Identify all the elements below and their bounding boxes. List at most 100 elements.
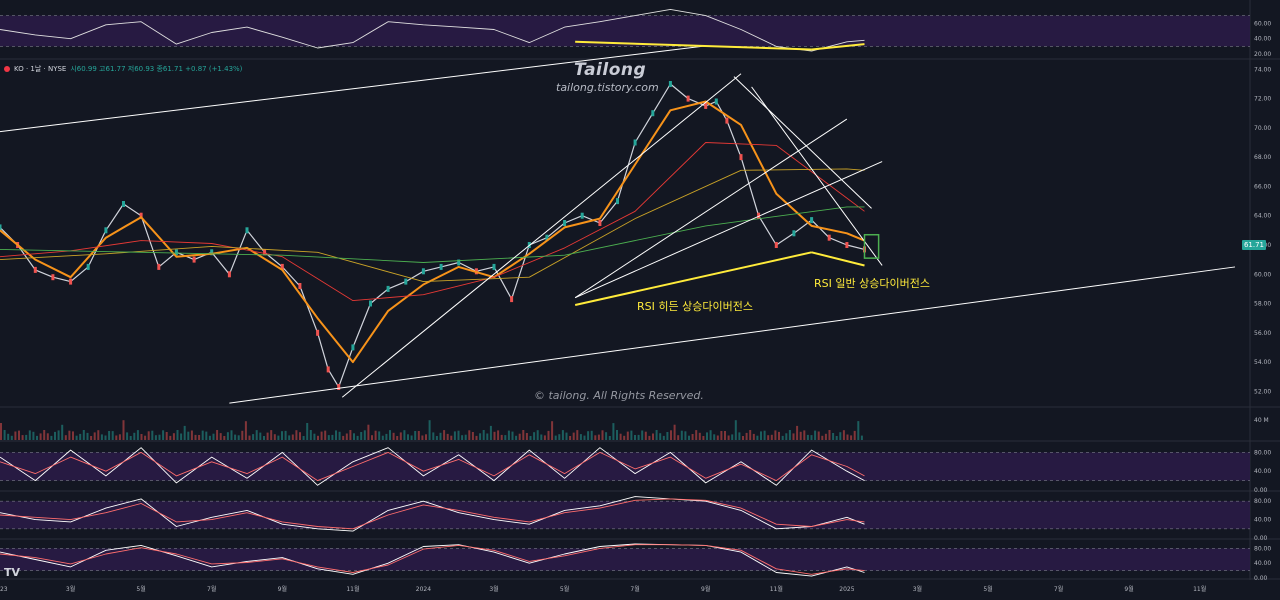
volume-bar [486,433,489,440]
volume-bar [443,430,446,440]
volume-bar [219,433,222,440]
volume-bar [713,434,716,440]
symbol-legend[interactable]: KO · 1날 · NYSE 시60.99 고61.77 저60.93 종61.… [4,64,242,74]
series-ma_long [0,206,865,263]
volume-bar [14,431,17,440]
volume-bar [335,430,337,440]
x-tick-label: 3월 [489,585,498,593]
volume-bar [244,421,247,440]
volume-bar [439,432,442,440]
volume-bar [821,435,824,440]
y-tick-label: 40.00 [1254,560,1271,567]
trendline [229,266,1236,404]
volume-bar [378,431,381,440]
y-tick-label: 80.00 [1254,449,1271,456]
volume-bar [208,435,211,440]
volume-bar [360,432,363,440]
volume-bar [695,430,698,440]
series-d [0,451,865,482]
volume-bar [111,431,114,440]
volume-bar [738,432,741,440]
volume-bar [291,434,294,440]
volume-bar [810,435,813,440]
y-tick-label: 40.00 [1254,468,1271,475]
y-tick-label: 40.00 [1254,36,1271,43]
volume-bar [144,435,147,440]
price-candle [280,263,284,270]
volume-bar [201,430,204,440]
volume-bar [371,435,373,440]
volume-bar [327,435,330,440]
volume-bar [673,424,676,440]
price-candle [563,220,567,226]
volume-bar [504,435,507,440]
volume-bar [644,431,647,440]
price-candle [739,154,743,161]
volume-bar [270,430,273,440]
volume-bar [97,430,100,440]
volume-bar [706,432,708,440]
volume-bar [648,435,651,440]
volume-bar [399,432,402,440]
volume-bar [425,434,427,440]
volume-bar [511,431,514,440]
price-candle [774,242,778,248]
x-tick-label: 11월 [346,585,359,593]
volume-bar [623,435,626,440]
x-tick-label: 3월 [913,585,922,593]
price-candle [492,263,496,270]
volume-bar [803,430,806,440]
divergence-line [811,43,865,51]
volume-bar [778,431,780,440]
volume-bar [471,432,474,440]
volume-bar [551,421,554,440]
volume-bar [716,435,719,440]
volume-bar [792,433,795,440]
volume-bar [363,430,366,440]
x-tick-label: 2023 [0,586,8,593]
volume-bar [785,433,788,440]
volume-bar [554,435,557,440]
volume-bar [475,435,478,440]
x-tick-label: 11월 [770,585,783,593]
volume-bar [824,433,827,440]
oscillator-band [0,548,1250,571]
volume-bar [583,435,586,440]
volume-bar [212,433,215,440]
volume-bar [497,430,500,440]
volume-bar [32,431,35,440]
symbol-status-dot [4,66,10,72]
volume-bar [381,435,384,440]
series-rsi [0,8,865,52]
volume-bar [677,435,680,440]
volume-bar [572,432,575,440]
volume-bar [104,435,107,440]
price-candle [651,110,655,117]
volume-bar [597,434,600,440]
volume-bar [817,431,820,440]
hidden-divergence-label: RSI 히든 상승다이버전스 [637,300,753,313]
x-tick-label: 7월 [630,585,639,593]
volume-bar [7,433,10,440]
price-candle [174,249,178,256]
volume-bar [43,430,46,440]
watermark-copyright: © tailong. All Rights Reserved. [534,389,704,402]
x-tick-label: 5월 [560,585,569,593]
price-candle [386,285,390,292]
volume-bar [57,430,60,440]
price-candle [316,329,320,336]
y-tick-label: 0.00 [1254,575,1268,582]
x-tick-label: 3월 [66,585,75,593]
price-candle [351,344,355,351]
series-k [0,543,865,577]
volume-bar [468,430,471,440]
x-tick-label: 9월 [1124,585,1133,593]
tradingview-logo[interactable]: TV [4,566,21,579]
price-candle [263,249,267,256]
volume-bar [749,430,752,440]
volume-bar [770,434,773,440]
volume-bar [547,430,550,440]
trendline [341,73,742,398]
price-candle [633,139,637,146]
